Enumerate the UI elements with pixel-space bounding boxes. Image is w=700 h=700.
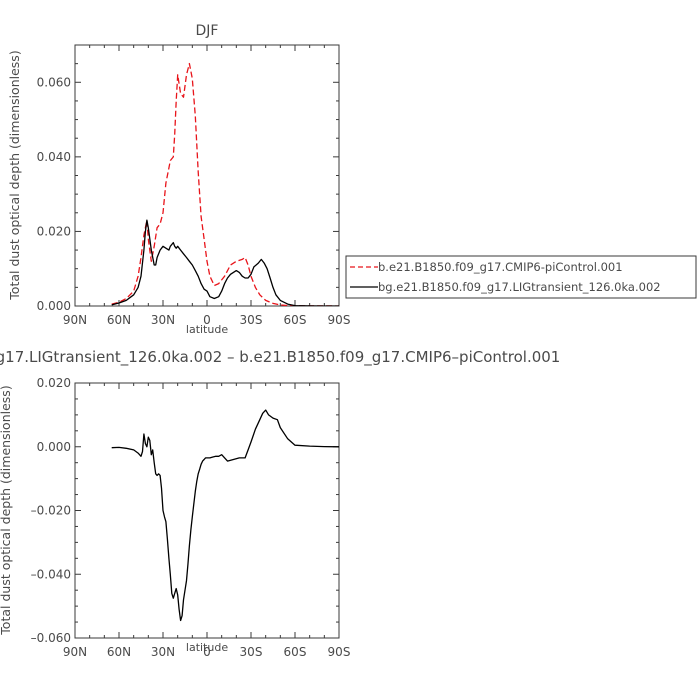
y-tick-label: 0.040	[37, 150, 71, 164]
y-tick-label: –0.040	[31, 567, 71, 581]
plot-frame	[74, 382, 340, 639]
x-tick-label: 30S	[240, 313, 263, 327]
x-axis-label: latitude	[186, 641, 228, 654]
x-tick-label: 90N	[63, 645, 87, 659]
x-tick-label: 60S	[284, 313, 307, 327]
y-axis-label: Total dust optical depth (dimensionless)	[0, 385, 13, 635]
y-tick-label: 0.020	[37, 376, 71, 390]
x-tick-label: 30N	[151, 645, 175, 659]
x-tick-label: 30N	[151, 313, 175, 327]
legend-label: b.e21.B1850.f09_g17.CMIP6-piControl.001	[378, 260, 623, 274]
chart-panel-2: 90N 60N 30N 0 30S 60S 90S –0.060 –0.040 –0.020 0.0…	[0, 348, 560, 659]
legend-box	[345, 255, 697, 299]
x-tick-label: 0	[203, 645, 211, 659]
x-axis-label: latitude	[186, 323, 228, 336]
series-line-1	[111, 62, 339, 306]
y-tick-label: 0.000	[37, 440, 71, 454]
series-line-1	[111, 409, 339, 622]
y-tick-label: –0.060	[31, 631, 71, 645]
chart-panel-1: 90N 60N 30N 0 30S 60S 90S 0.000 0.020 0.040 0.060 D…	[7, 23, 697, 336]
x-tick-label: 90S	[328, 313, 351, 327]
x-tick-label: 30S	[240, 645, 263, 659]
x-tick-label: 60N	[107, 645, 131, 659]
y-axis-label: Total dust optical depth (dimensionless)	[7, 50, 22, 300]
y-tick-label: 0.000	[37, 299, 71, 313]
x-tick-label: 60S	[284, 645, 307, 659]
x-tick-label: 90N	[63, 313, 87, 327]
chart-title: DJF	[196, 23, 219, 39]
legend: b.e21.B1850.f09_g17.CMIP6-piControl.001b…	[345, 255, 697, 299]
plot-frame	[74, 44, 340, 307]
y-tick-label: 0.020	[37, 224, 71, 238]
series-line-2	[111, 219, 339, 306]
legend-label: bg.e21.B1850.f09_g17.LIGtransient_126.0k…	[378, 280, 661, 294]
chart-title: bg.e21.B1850.f09_g17.LIGtransient_126.0k…	[0, 348, 560, 367]
x-tick-label: 90S	[328, 645, 351, 659]
x-tick-label: 0	[203, 313, 211, 327]
y-tick-label: 0.060	[37, 75, 71, 89]
x-tick-label: 60N	[107, 313, 131, 327]
y-tick-label: –0.020	[31, 504, 71, 518]
